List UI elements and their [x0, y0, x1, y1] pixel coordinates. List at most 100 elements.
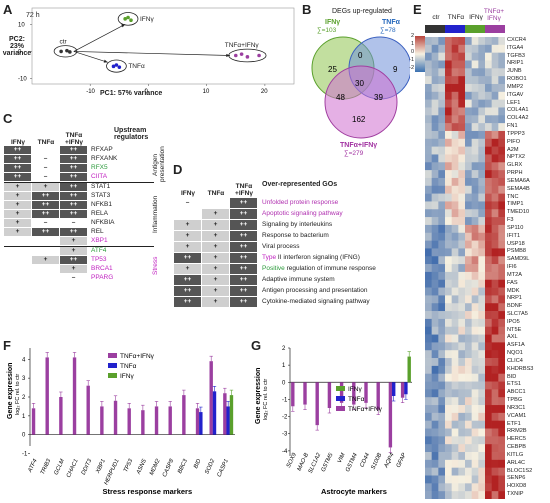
heatmap-cell	[478, 201, 486, 210]
bar	[209, 361, 213, 435]
d-header-2: TNFα +IFNγ	[235, 183, 253, 197]
heatmap-cell	[431, 99, 439, 108]
heatmap-cell	[478, 91, 486, 100]
heatmap-cell	[485, 256, 492, 265]
heatmap-gene: BLOC1S2	[507, 467, 533, 474]
heatmap-cell	[471, 405, 479, 414]
heatmap-cell	[445, 271, 452, 281]
heatmap-cell	[491, 264, 499, 273]
heatmap-cell	[491, 420, 499, 429]
heatmap-cell	[465, 326, 472, 335]
heatmap-cell	[458, 154, 466, 163]
pca-point	[126, 15, 130, 20]
venn-combo-sum: ∑=279	[344, 150, 364, 157]
heatmap-cell	[498, 271, 505, 281]
heatmap-cell	[471, 248, 479, 257]
bar	[141, 410, 145, 435]
heatmap-cell	[478, 185, 486, 194]
heatmap-cell	[471, 452, 479, 461]
heatmap-cell	[451, 287, 459, 296]
heatmap-cell	[458, 405, 466, 414]
heatmap-cell	[471, 44, 479, 53]
heatmap-cell	[491, 185, 499, 194]
heatmap-cell	[485, 138, 492, 147]
upstream-gene: PPARG	[91, 274, 114, 281]
heatmap-cell	[471, 193, 479, 202]
venn-ifng-label: IFNγ	[325, 19, 340, 26]
heatmap-cell	[491, 412, 499, 421]
heatmap-gene: TPPP3	[507, 130, 525, 137]
upstream-row: ++ – ++ RFX5	[4, 164, 154, 173]
heatmap-cell	[485, 240, 492, 249]
heatmap-cell	[458, 37, 466, 46]
heatmap-cell	[491, 76, 499, 85]
heatmap-cell	[498, 99, 505, 108]
heatmap-cell	[465, 44, 472, 53]
gene-label: DDIT3	[81, 458, 94, 476]
y-tick: -3	[282, 432, 288, 438]
upstream-gene: BRCA1	[91, 265, 113, 272]
legend-label: TNFα+IFNγ	[120, 353, 155, 360]
zscore-tick: 2	[410, 33, 414, 39]
go-row: + + ++ Response to bacterium	[174, 230, 404, 241]
heatmap-cell	[438, 115, 446, 124]
heatmap-cell	[471, 350, 479, 359]
heatmap-cell	[431, 154, 439, 163]
heatmap-cell	[498, 467, 505, 476]
y-sublabel: log₂ FC rel. to ctr	[15, 374, 21, 415]
heatmap-cell	[471, 271, 479, 281]
upstream-cell: ++	[4, 146, 31, 154]
bar	[404, 382, 408, 395]
heatmap-cell	[458, 279, 466, 288]
heatmap-cell	[471, 240, 479, 249]
heatmap-cell	[451, 256, 459, 265]
heatmap-gene: ARL4C	[507, 459, 526, 466]
heatmap-cell	[438, 146, 446, 155]
heatmap-cell	[491, 381, 499, 390]
heatmap-cell	[431, 68, 439, 77]
heatmap-cell	[491, 68, 499, 77]
heatmap-cell	[471, 459, 479, 468]
bar	[195, 408, 200, 435]
heatmap-cell	[431, 44, 439, 53]
heatmap-cell	[491, 436, 499, 445]
venn-ifng-tnfa: 0	[358, 51, 363, 60]
heatmap-cell	[465, 365, 472, 375]
heatmap-cell	[451, 483, 459, 492]
heatmap-cell	[445, 365, 452, 375]
heatmap-cell	[485, 397, 492, 406]
heatmap-cell	[431, 491, 439, 499]
upstream-row: + XBP1	[4, 237, 154, 247]
heatmap-cell	[451, 99, 459, 108]
heatmap-cell	[425, 373, 432, 382]
heatmap-column-bar	[425, 25, 445, 33]
heatmap-cell	[491, 350, 499, 359]
heatmap-cell	[425, 475, 432, 484]
heatmap-cell	[478, 459, 486, 468]
pca-x-tick: 20	[261, 89, 268, 95]
heatmap-gene: GLRX	[507, 162, 523, 169]
heatmap-cell	[445, 467, 452, 476]
heatmap-gene-list: CXCR4 ITGA4 TGFB3 NRIP1 JUNB ROBO1 MMP2 ITGAV LE…	[507, 37, 533, 499]
heatmap-cell	[425, 350, 432, 359]
heatmap-gene: HOXD8	[507, 483, 527, 490]
heatmap-cell	[491, 240, 499, 249]
heatmap-cell	[445, 334, 452, 343]
heatmap-cell	[478, 303, 486, 312]
heatmap-cell	[445, 389, 452, 398]
heatmap-cell	[478, 342, 486, 351]
heatmap-gene: BDNF	[507, 303, 523, 310]
heatmap-cell	[451, 389, 459, 398]
heatmap-cell	[445, 459, 452, 468]
upstream-gene: CIITA	[91, 173, 108, 180]
bar	[407, 356, 411, 383]
heatmap-gene: BID	[507, 373, 517, 380]
zscore-tick: 0	[410, 49, 414, 55]
upstream-regulators-table: IFNγ TNFα TNFα +IFNγ ++ ++ RFXAP ++ – ++ RFXANK ++…	[4, 126, 154, 283]
bar	[31, 408, 36, 435]
heatmap-cell	[431, 193, 439, 202]
upstream-cell: –	[32, 164, 59, 172]
heatmap-cell	[471, 326, 479, 335]
heatmap-cell	[465, 123, 472, 132]
upstream-cell: +	[60, 265, 87, 273]
